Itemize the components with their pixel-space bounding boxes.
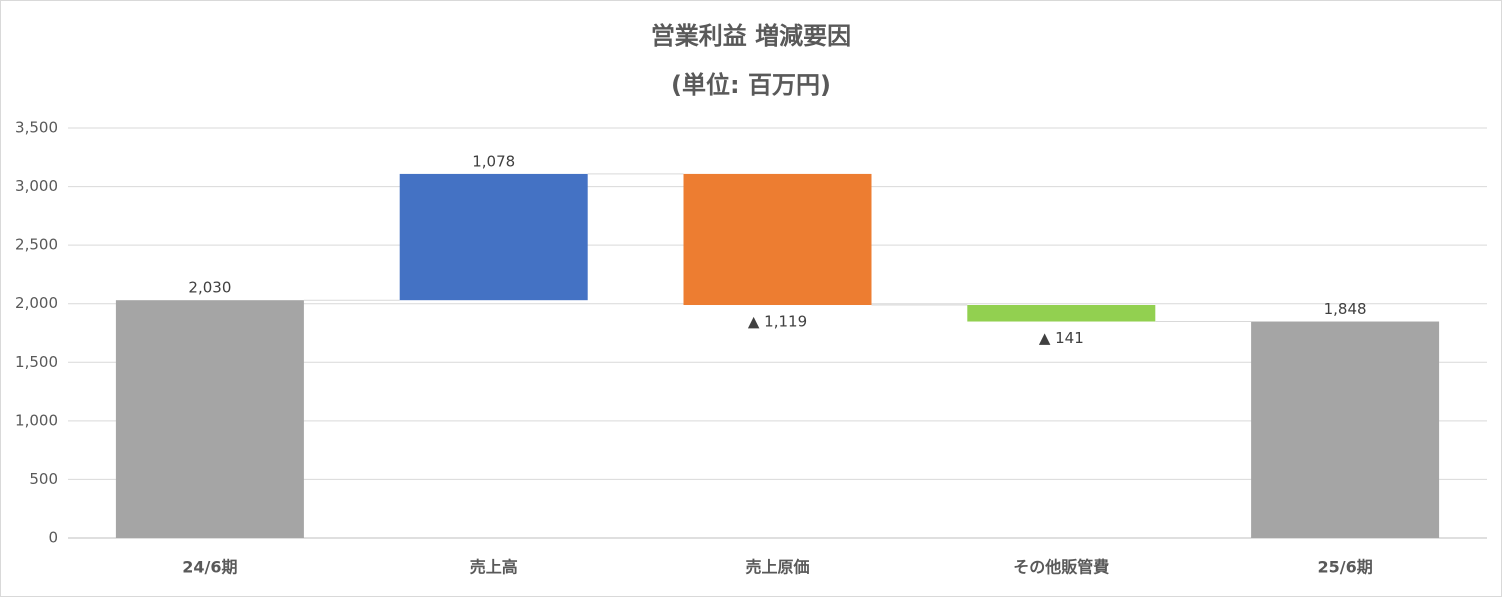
x-tick-label: 24/6期 — [182, 558, 237, 577]
y-tick-label: 3,000 — [15, 177, 58, 195]
y-tick-label: 1,500 — [15, 353, 58, 371]
value-label: ▲ 141 — [1039, 329, 1084, 347]
bar — [115, 300, 304, 538]
value-label: 1,078 — [472, 152, 515, 170]
y-tick-label: 0 — [48, 529, 58, 547]
value-label: ▲ 1,119 — [748, 313, 807, 331]
x-tick-label: 売上高 — [470, 558, 518, 577]
chart-title: 営業利益 増減要因 — [651, 22, 851, 50]
bar — [683, 173, 872, 306]
value-label: 2,030 — [188, 279, 231, 297]
bar — [399, 173, 588, 301]
x-tick-label: 25/6期 — [1317, 558, 1372, 577]
bar — [1251, 321, 1440, 538]
x-tick-label: 売上原価 — [745, 558, 809, 577]
y-tick-label: 3,500 — [15, 119, 58, 137]
y-tick-label: 500 — [29, 470, 58, 488]
bar — [967, 305, 1156, 322]
chart-subtitle: (単位: 百万円) — [671, 71, 831, 99]
y-tick-label: 1,000 — [15, 411, 58, 429]
x-tick-label: その他販管費 — [1013, 558, 1109, 577]
y-tick-label: 2,500 — [15, 236, 58, 254]
y-tick-label: 2,000 — [15, 294, 58, 312]
value-label: 1,848 — [1324, 300, 1367, 318]
